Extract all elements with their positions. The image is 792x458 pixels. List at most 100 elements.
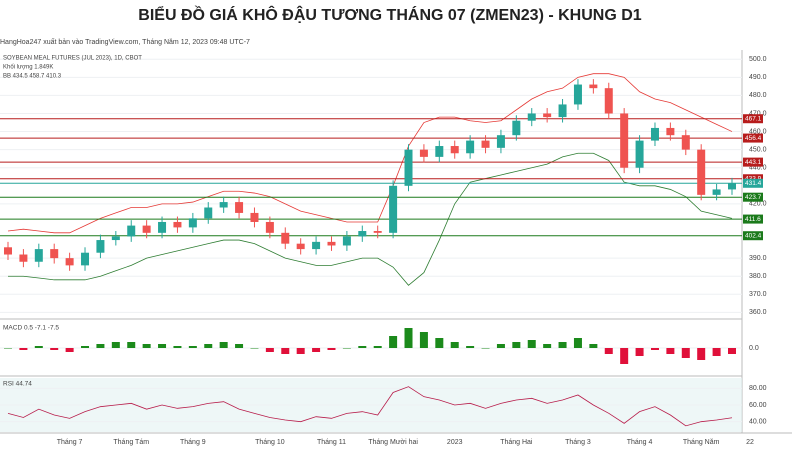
- macd-bar: [481, 348, 490, 349]
- y-tick-label: 390.0: [749, 255, 767, 262]
- macd-bar: [697, 348, 706, 360]
- level-label-bg: [743, 174, 763, 184]
- macd-bar: [19, 348, 28, 350]
- publisher: HangHoa247 xuất bản vào TradingView.com,…: [0, 37, 250, 46]
- y-tick-label: 480.0: [749, 92, 767, 99]
- macd-bar: [589, 344, 598, 348]
- x-tick-label: Tháng 10: [255, 439, 285, 446]
- macd-bar: [34, 346, 43, 348]
- y-tick-label: 360.0: [749, 309, 767, 316]
- macd-bar: [573, 338, 582, 348]
- level-label: 467.1: [745, 115, 762, 122]
- macd-bar: [435, 338, 444, 348]
- candle-body: [650, 127, 659, 141]
- macd-bar: [219, 342, 228, 348]
- macd-bar: [250, 348, 259, 349]
- candle-body: [681, 135, 690, 150]
- x-tick-label: Tháng Mười hai: [368, 439, 418, 446]
- macd-bar: [188, 346, 197, 348]
- legend-text: MACD 0.5 -7.1 -7.5: [3, 325, 59, 332]
- candle-body: [219, 202, 228, 208]
- level-label-bg: [743, 192, 763, 202]
- level-label-bg: [743, 214, 763, 224]
- level-label: 443.1: [745, 159, 762, 166]
- macd-bar: [158, 344, 167, 348]
- y-tick-label: 0.0: [749, 345, 759, 352]
- candle-body: [435, 146, 444, 157]
- candle-body: [142, 225, 151, 233]
- candle-body: [96, 240, 105, 253]
- rsi-line: [7, 386, 733, 427]
- macd-bar: [666, 348, 675, 354]
- level-label: 423.7: [745, 194, 762, 201]
- y-tick-label: 450.0: [749, 146, 767, 153]
- macd-bar: [296, 348, 305, 354]
- candle-body: [250, 212, 259, 222]
- candle-body: [19, 254, 28, 262]
- macd-bar: [558, 342, 567, 348]
- candle-body: [296, 243, 305, 250]
- candle-body: [728, 183, 736, 190]
- x-tick-label: Tháng Hai: [500, 439, 533, 446]
- level-label-bg: [743, 231, 763, 241]
- level-label: 431.4: [745, 180, 762, 187]
- candle-body: [281, 232, 290, 244]
- macd-bar: [620, 348, 629, 364]
- macd-bar: [527, 340, 536, 348]
- macd-bar: [204, 344, 213, 348]
- macd-bar: [635, 348, 644, 356]
- macd-bar: [65, 348, 74, 352]
- candle-body: [4, 247, 12, 255]
- x-tick-label: Tháng 9: [180, 439, 206, 446]
- legend-text: BB 434.5 458.7 410.3: [3, 74, 62, 80]
- macd-bar: [728, 348, 736, 354]
- macd-bar: [512, 342, 521, 348]
- candle-body: [496, 135, 505, 148]
- candle-body: [604, 88, 613, 114]
- y-tick-label: 460.0: [749, 128, 767, 135]
- level-label-bg: [743, 178, 763, 188]
- candle-body: [50, 249, 59, 259]
- level-label: 456.4: [745, 135, 762, 142]
- candle-body: [697, 149, 706, 195]
- x-tick-label: Tháng 4: [627, 439, 653, 446]
- x-tick-label: Tháng 3: [565, 439, 591, 446]
- y-tick-label: 440.0: [749, 165, 767, 172]
- candle-body: [466, 140, 475, 154]
- y-tick-label: 380.0: [749, 273, 767, 280]
- macd-bar: [96, 344, 105, 348]
- macd-bar: [312, 348, 321, 352]
- level-label-bg: [743, 133, 763, 143]
- y-tick-label: 420.0: [749, 201, 767, 208]
- macd-bar: [419, 332, 428, 348]
- macd-bar: [50, 348, 59, 350]
- candle-body: [204, 207, 213, 219]
- macd-bar: [127, 342, 136, 348]
- macd-bar: [235, 344, 244, 348]
- level-label: 411.6: [745, 216, 761, 223]
- candle-body: [358, 231, 367, 237]
- macd-bar: [681, 348, 690, 358]
- macd-bar: [358, 346, 367, 348]
- candle-body: [558, 104, 567, 118]
- bollinger-band: [8, 152, 733, 286]
- candle-body: [481, 140, 490, 148]
- macd-bar: [543, 344, 552, 348]
- x-tick-label: Tháng 11: [317, 439, 346, 446]
- candle-body: [111, 236, 120, 241]
- candle-body: [158, 221, 167, 233]
- x-tick-label: Tháng Năm: [683, 439, 720, 446]
- candle-body: [127, 225, 136, 237]
- title: BIỂU ĐỒ GIÁ KHÔ ĐẬU TƯƠNG THÁNG 07 (ZMEN…: [138, 5, 641, 24]
- candle-body: [404, 149, 413, 186]
- candle-body: [620, 113, 629, 168]
- y-tick-label: 470.0: [749, 110, 767, 117]
- candle-body: [373, 231, 382, 233]
- legend-text: RSI 44.74: [3, 381, 32, 388]
- macd-bar: [173, 346, 182, 348]
- candle-body: [342, 236, 351, 246]
- macd-bar: [604, 348, 613, 354]
- candle-body: [666, 127, 675, 136]
- level-label-bg: [743, 157, 763, 167]
